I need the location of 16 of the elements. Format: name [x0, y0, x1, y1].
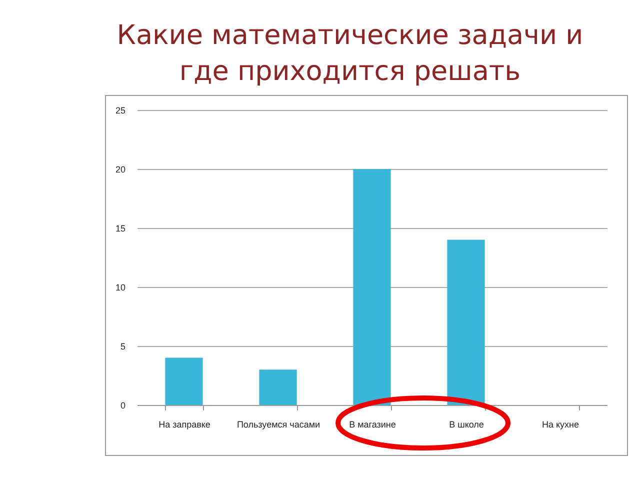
- x-tick-label: В школе: [449, 420, 484, 430]
- bar: [447, 240, 485, 405]
- y-tick-label: 20: [115, 164, 126, 174]
- y-tick-label: 15: [115, 224, 126, 234]
- y-tick-label: 5: [120, 342, 126, 352]
- y-tick-label: 25: [115, 106, 126, 116]
- x-tick-label: На кухне: [542, 420, 580, 430]
- bar: [353, 169, 391, 405]
- bar: [259, 370, 297, 405]
- y-tick-label: 0: [120, 400, 126, 410]
- bar: [165, 358, 203, 405]
- y-tick-label: 10: [115, 282, 126, 292]
- x-tick-label: Пользуемся часами: [236, 420, 320, 430]
- x-tick-label: В магазине: [349, 420, 396, 430]
- chart-title: Какие математические задачи и где приходится решать: [116, 19, 584, 89]
- x-tick-label: На заправке: [158, 420, 210, 430]
